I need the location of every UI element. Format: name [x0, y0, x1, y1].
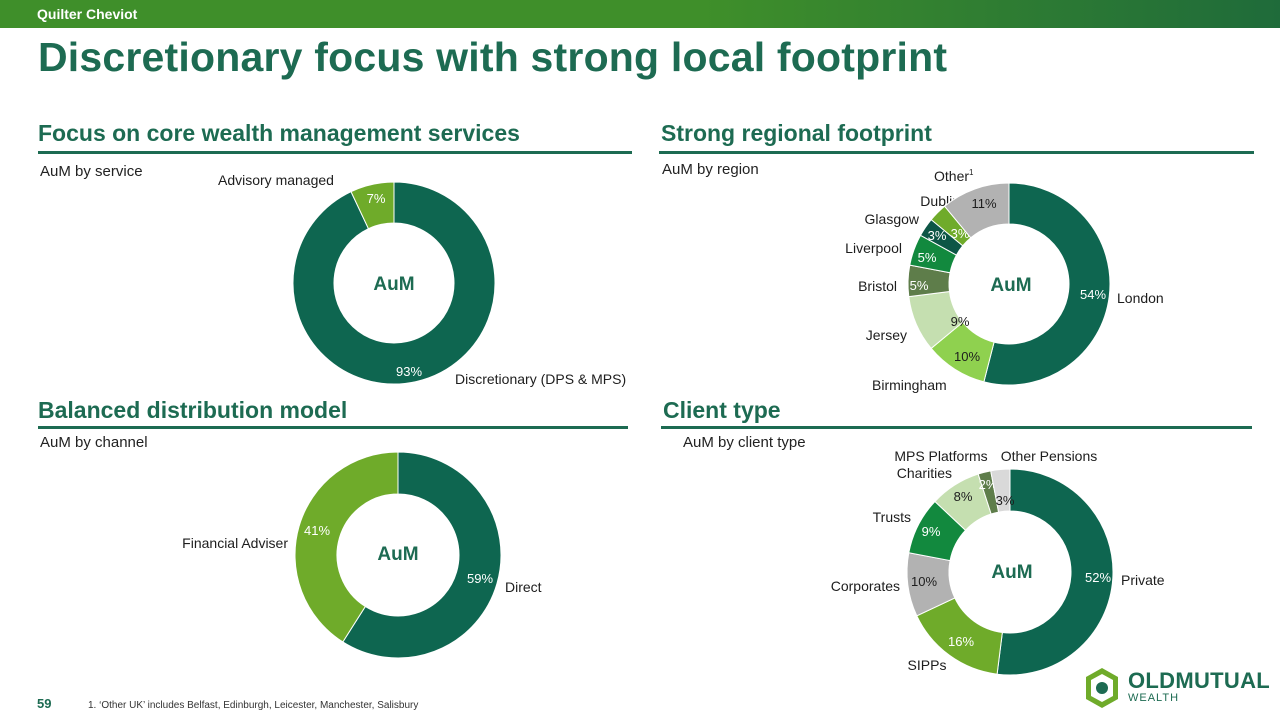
client-center-label: AuM: [991, 562, 1032, 583]
service-slice-discretionary-dps-mps: [292, 181, 496, 385]
region-donut: 54% London 10% Birmingham 9% Jersey 5% Bristol 5…: [845, 168, 1164, 393]
region-category-label-london: London: [1117, 290, 1164, 306]
channel-value-label-direct: 59%: [467, 571, 493, 586]
client-category-label-charities: Charities: [897, 465, 952, 481]
channel-center-label: AuM: [377, 544, 418, 565]
region-value-label-glasgow: 3%: [928, 228, 947, 243]
region-rule: [659, 151, 1254, 154]
client-value-label-corporates: 10%: [911, 574, 937, 589]
client-category-label-private: Private: [1121, 572, 1165, 588]
header-bar: [0, 0, 1280, 28]
service-category-label-discretionary-dps-mps: Discretionary (DPS & MPS): [455, 371, 626, 387]
region-category-label-liverpool: Liverpool: [845, 240, 902, 256]
logo-emblem-icon: [1086, 668, 1118, 708]
client-category-label-sipps: SIPPs: [908, 657, 947, 673]
brand-name: Quilter Cheviot: [37, 6, 138, 22]
channel-slice-financial-adviser: [294, 451, 399, 643]
client-value-label-trusts: 9%: [922, 524, 941, 539]
logo-text: OLDMUTUAL: [1128, 668, 1271, 693]
channel-donut: 59% Direct 41% Financial Adviser AuM: [182, 451, 542, 659]
service-heading: Focus on core wealth management services: [38, 120, 520, 146]
service-category-label-advisory-managed: Advisory managed: [218, 172, 334, 188]
channel-heading: Balanced distribution model: [38, 397, 348, 423]
channel-rule: [38, 426, 628, 429]
channel-category-label-direct: Direct: [505, 579, 542, 595]
service-slice-advisory-managed: [350, 181, 395, 230]
client-subtitle: AuM by client type: [683, 434, 806, 451]
service-value-label-discretionary-dps-mps: 93%: [396, 364, 422, 379]
client-slice-other-pensions: [990, 468, 1011, 513]
region-slice-london: [983, 182, 1111, 386]
region-category-label-other: Other1: [934, 168, 974, 184]
region-center-label: AuM: [990, 275, 1031, 296]
client-category-label-other-pensions: Other Pensions: [1001, 448, 1098, 464]
channel-category-label-financial-adviser: Financial Adviser: [182, 535, 288, 551]
region-category-label-birmingham: Birmingham: [872, 377, 947, 393]
client-category-label-corporates: Corporates: [831, 578, 900, 594]
region-value-label-birmingham: 10%: [954, 349, 980, 364]
client-value-label-charities: 8%: [954, 489, 973, 504]
region-heading: Strong regional footprint: [661, 120, 932, 146]
client-value-label-other-pensions: 3%: [996, 493, 1015, 508]
page-title: Discretionary focus with strong local fo…: [38, 34, 948, 80]
page-number: 59: [37, 696, 52, 711]
service-subtitle: AuM by service: [40, 163, 143, 180]
channel-slice-direct: [342, 451, 502, 659]
region-subtitle: AuM by region: [662, 161, 759, 178]
client-category-label-mps-platforms: MPS Platforms: [894, 448, 987, 464]
region-value-label-liverpool: 5%: [918, 250, 937, 265]
client-value-label-sipps: 16%: [948, 634, 974, 649]
client-heading: Client type: [663, 397, 781, 423]
region-value-label-bristol: 5%: [910, 278, 929, 293]
client-donut: 52% Private 16%SIPPs 10% Corporates 9% Trusts 8…: [831, 448, 1165, 676]
region-value-label-other: 11%: [971, 196, 996, 211]
region-value-label-jersey: 9%: [951, 314, 970, 329]
client-rule: [661, 426, 1252, 429]
client-value-label-private: 52%: [1085, 570, 1111, 585]
region-slice-other: [943, 182, 1010, 239]
logo-subtext: WEALTH: [1128, 692, 1180, 704]
client-slice-private: [996, 468, 1114, 676]
channel-subtitle: AuM by channel: [40, 434, 148, 451]
service-donut: 93% Discretionary (DPS & MPS) 7% Advisory m…: [218, 172, 626, 387]
region-category-label-jersey: Jersey: [866, 327, 907, 343]
footnote: 1. ‘Other UK’ includes Belfast, Edinburg…: [88, 700, 419, 711]
client-category-label-trusts: Trusts: [873, 509, 911, 525]
channel-value-label-financial-adviser: 41%: [304, 523, 330, 538]
old-mutual-wealth-logo: OLDMUTUAL WEALTH: [1082, 666, 1270, 710]
region-category-label-glasgow: Glasgow: [865, 211, 920, 227]
region-category-label-bristol: Bristol: [858, 278, 897, 294]
service-value-label-advisory-managed: 7%: [367, 191, 386, 206]
service-rule: [38, 151, 632, 154]
service-center-label: AuM: [373, 274, 414, 295]
region-value-label-london: 54%: [1080, 287, 1106, 302]
